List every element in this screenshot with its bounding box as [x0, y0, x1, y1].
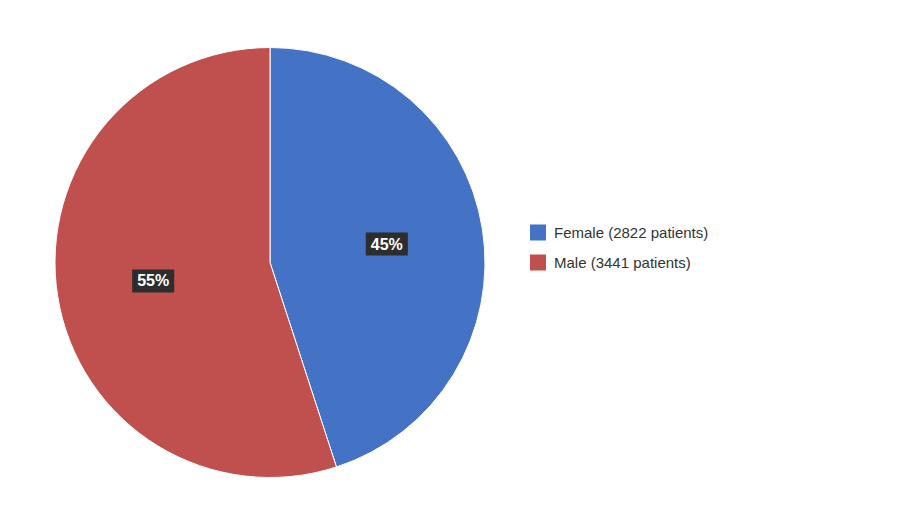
data-label-group: 55%: [132, 269, 174, 292]
legend-label: Male (3441 patients): [554, 254, 691, 271]
chart-root: 45% 55% Female (2822 patients) Male (3441 p…: [0, 0, 900, 525]
legend-swatch: [530, 255, 546, 271]
data-label: 45%: [371, 236, 403, 253]
data-label: 55%: [137, 272, 169, 289]
data-label-group: 45%: [366, 233, 408, 256]
legend-item: Female (2822 patients): [530, 224, 708, 241]
legend-item: Male (3441 patients): [530, 254, 691, 271]
legend: Female (2822 patients) Male (3441 patient…: [530, 224, 708, 271]
data-label-box: [132, 269, 174, 292]
legend-swatch: [530, 225, 546, 241]
legend-label: Female (2822 patients): [554, 224, 708, 241]
pie-slice: [55, 48, 336, 478]
data-label-box: [366, 233, 408, 256]
data-labels: 45% 55%: [132, 233, 408, 293]
pie: [55, 48, 485, 478]
